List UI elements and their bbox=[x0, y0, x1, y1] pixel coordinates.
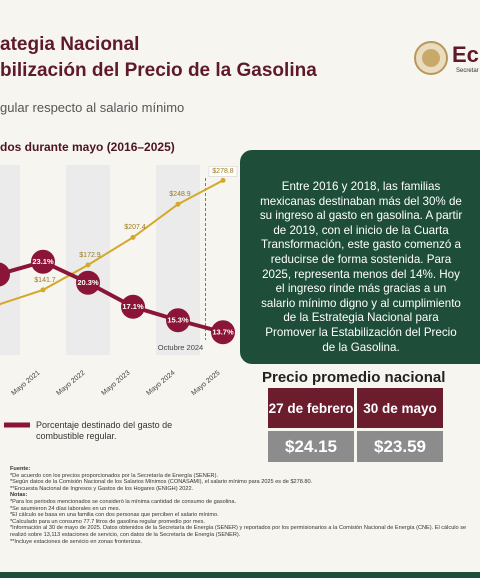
data-label: $172.9 bbox=[79, 252, 101, 259]
legend-swatch bbox=[4, 422, 30, 428]
footnote: *De acuerdo con los precios proporcionad… bbox=[10, 472, 219, 479]
title: bilización del Precio de la Gasolina bbox=[0, 60, 317, 81]
point bbox=[166, 308, 190, 333]
footnote: *Según datos de la Comisión Nacional de … bbox=[10, 479, 313, 486]
data-label: 23.1% bbox=[32, 257, 54, 266]
data-label: 13.7% bbox=[212, 328, 234, 337]
point bbox=[130, 234, 136, 240]
footnote-heading-text: Fuente: bbox=[10, 466, 31, 472]
x-tick-label: Mayo 2025 bbox=[190, 370, 221, 398]
footnote: *Información al 30 de mayo de 2025. Dato… bbox=[10, 525, 467, 538]
point bbox=[121, 294, 145, 319]
footnote-heading-text: Notas: bbox=[10, 492, 28, 499]
price-header: 27 de febrero bbox=[268, 388, 354, 428]
footnote-heading: Fuente: bbox=[10, 466, 470, 473]
footnote: *Para los periodos mencionados se consid… bbox=[10, 498, 237, 505]
footnote: *El cálculo se basa en una familia con d… bbox=[10, 512, 219, 519]
background-band bbox=[0, 165, 20, 355]
logo-subtext: Secretar bbox=[456, 68, 479, 74]
point bbox=[85, 262, 91, 268]
point bbox=[31, 249, 55, 274]
point bbox=[76, 270, 100, 295]
series-line bbox=[0, 179, 224, 306]
x-tick-label: Mayo 2024 bbox=[145, 370, 176, 398]
data-label: $278.8 bbox=[212, 168, 234, 175]
point bbox=[40, 287, 46, 293]
label-box bbox=[208, 166, 238, 177]
x-tick-label: Mayo 2022 bbox=[55, 370, 86, 398]
annotation: Octubre 2024 bbox=[158, 343, 203, 352]
subtitle: gular respecto al salario mínimo bbox=[0, 100, 185, 115]
footnote: **Incluye estaciones de servicio en zona… bbox=[10, 538, 143, 545]
point bbox=[211, 320, 235, 345]
footnote-heading: Notas: bbox=[10, 492, 470, 499]
data-label: $248.9 bbox=[169, 191, 191, 198]
footnotes: Fuente: *De acuerdo con los precios propo… bbox=[10, 466, 470, 545]
price-value: $23.59 bbox=[357, 431, 443, 462]
summary-text: Entre 2016 y 2018, las familias mexicana… bbox=[259, 180, 463, 354]
chart-title: dos durante mayo (2016–2025) bbox=[0, 140, 175, 154]
legend-label: Porcentaje destinado del gasto de combus… bbox=[36, 420, 173, 441]
footnote: **Encuesta Nacional de Ingresos y Gastos… bbox=[10, 485, 194, 492]
summary-box: Entre 2016 y 2018, las familias mexicana… bbox=[240, 150, 480, 364]
price-value: $24.15 bbox=[268, 431, 354, 462]
point bbox=[220, 177, 226, 183]
footnote: *Calculado para un consumo 77.7 litros d… bbox=[10, 518, 205, 525]
data-label: $207.4 bbox=[124, 224, 146, 231]
footnote: *Se asumieron 24 días laborales en un me… bbox=[10, 505, 121, 512]
point bbox=[0, 303, 1, 307]
data-label: 17.1% bbox=[122, 302, 144, 311]
data-label: 20.3% bbox=[77, 278, 99, 287]
data-label: $141.7 bbox=[34, 277, 56, 284]
point bbox=[175, 201, 181, 207]
price-title: Precio promedio nacional bbox=[262, 369, 446, 386]
x-tick-label: Mayo 2023 bbox=[100, 370, 131, 398]
x-tick-label: Mayo 2021 bbox=[10, 370, 41, 398]
background-band bbox=[66, 165, 110, 355]
bottom-stripe bbox=[0, 572, 480, 578]
chart: Octubre 2024 Mayo 2021 Mayo 2022 Mayo 2023 M… bbox=[0, 165, 238, 398]
logo-emblem bbox=[414, 41, 448, 75]
price-header: 30 de mayo bbox=[357, 388, 443, 428]
title: ategia Nacional bbox=[0, 34, 140, 55]
data-label: 15.3% bbox=[167, 316, 189, 325]
logo-text: Ec bbox=[452, 42, 479, 67]
point bbox=[0, 262, 10, 287]
